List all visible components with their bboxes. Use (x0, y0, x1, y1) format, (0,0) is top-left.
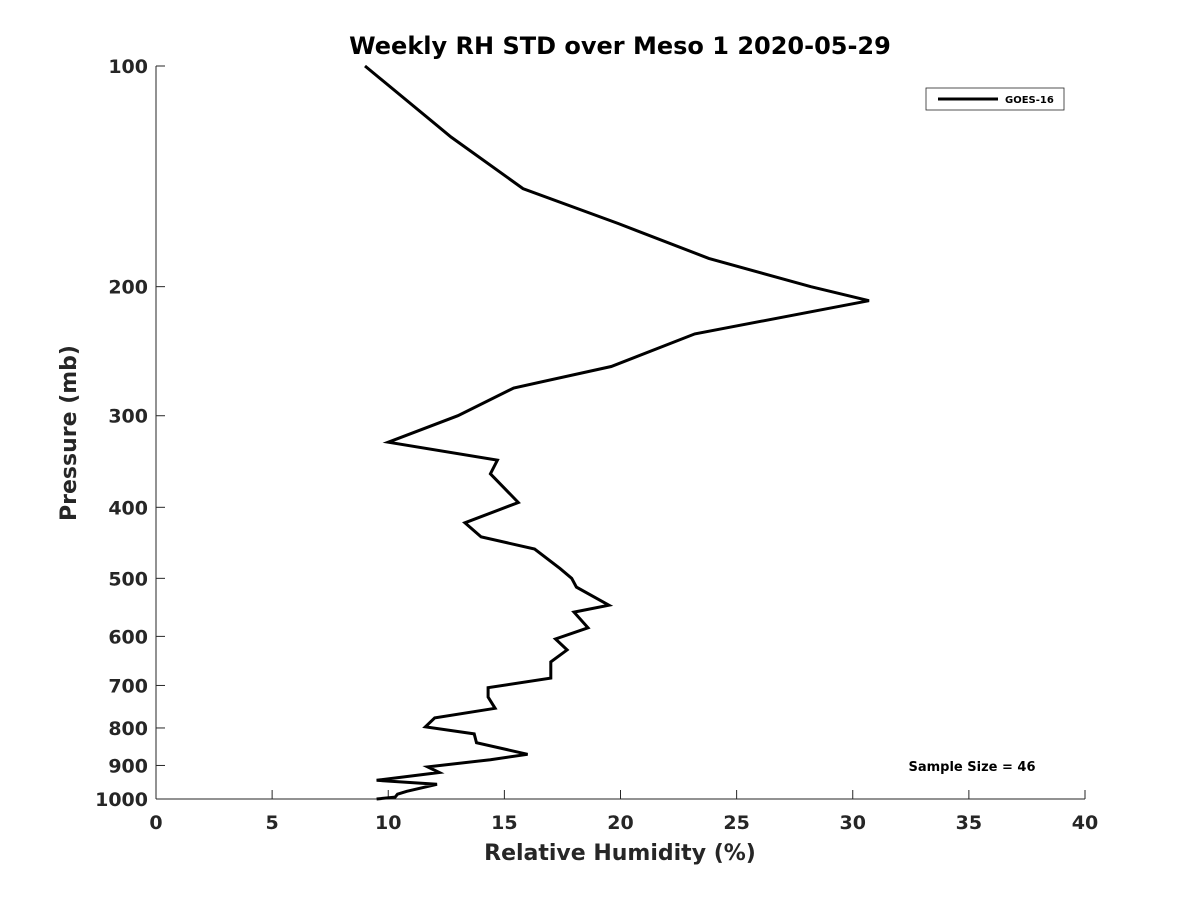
y-tick-label: 1000 (95, 789, 148, 811)
series-layer (364, 64, 870, 801)
x-axis-ticks: 0 5 10 15 20 25 30 35 40 (149, 790, 1098, 834)
chart-title: Weekly RH STD over Meso 1 2020-05-29 (349, 32, 891, 60)
x-tick-label: 25 (723, 812, 749, 834)
y-tick-label: 700 (108, 675, 148, 697)
legend-label-goes-16: GOES-16 (1005, 95, 1054, 106)
y-tick-label: 600 (108, 626, 148, 648)
sample-size-annotation: Sample Size = 46 (908, 760, 1035, 775)
x-axis-label: Relative Humidity (%) (484, 841, 756, 866)
x-tick-label: 10 (375, 812, 401, 834)
x-tick-label: 5 (266, 812, 279, 834)
series-line-goes-16 (364, 64, 870, 801)
y-tick-label: 500 (108, 568, 148, 590)
y-tick-label: 900 (108, 755, 148, 777)
y-tick-label: 800 (108, 718, 148, 740)
y-tick-label: 100 (108, 56, 148, 78)
y-tick-label: 400 (108, 497, 148, 519)
y-axis-label: Pressure (mb) (57, 345, 82, 521)
legend: GOES-16 (925, 87, 1065, 111)
x-tick-label: 0 (149, 812, 162, 834)
y-axis-ticks: 100 200 300 400 500 600 700 800 900 1000 (95, 56, 165, 811)
x-tick-label: 40 (1072, 812, 1098, 834)
x-tick-label: 15 (491, 812, 517, 834)
plot-axes (155, 66, 1085, 800)
y-tick-label: 200 (108, 277, 148, 299)
x-tick-label: 30 (840, 812, 866, 834)
x-tick-label: 35 (956, 812, 982, 834)
x-tick-label: 20 (607, 812, 633, 834)
y-tick-label: 300 (108, 406, 148, 428)
